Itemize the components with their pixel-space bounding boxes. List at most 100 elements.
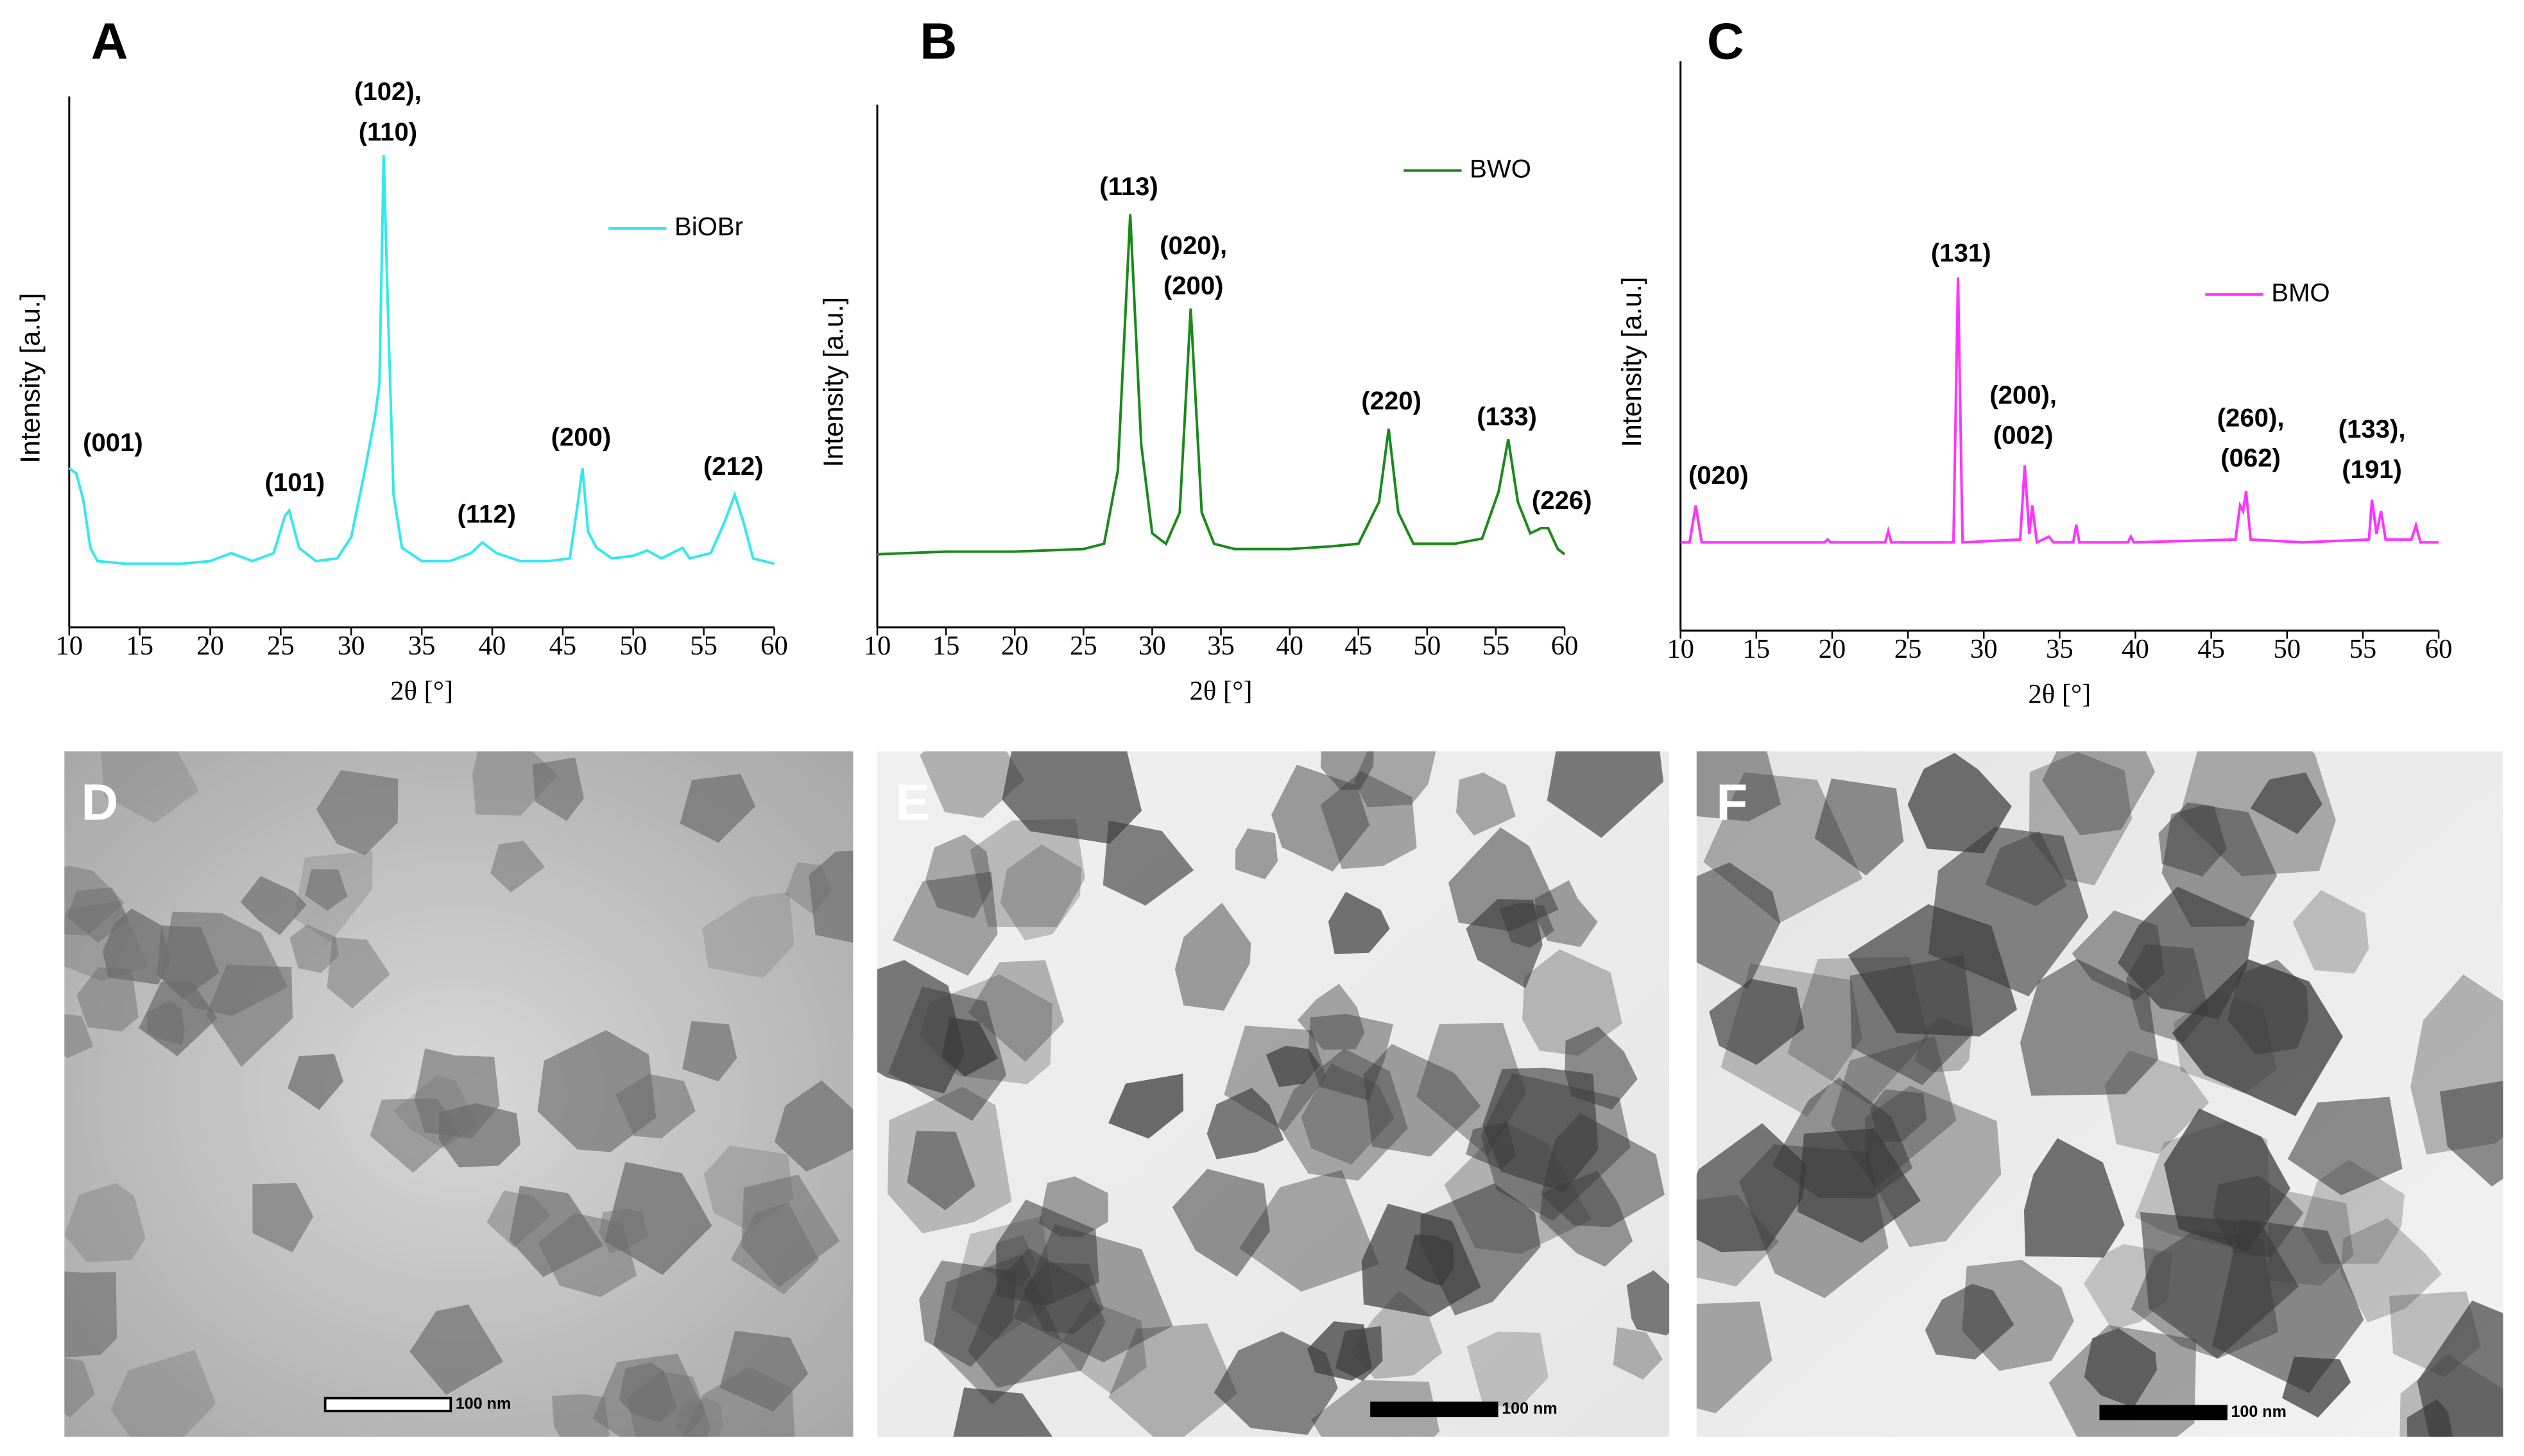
particle (1925, 1283, 2014, 1360)
particle (919, 1260, 1017, 1367)
particle (2134, 1121, 2271, 1247)
x-tick-label: 45 (2197, 634, 2225, 664)
particle (2439, 1081, 2503, 1187)
particle (1565, 1026, 1638, 1109)
particle (2407, 1399, 2453, 1437)
particle (1481, 1073, 1631, 1221)
x-tick-label: 20 (1001, 631, 1029, 661)
particle (2282, 1357, 2351, 1418)
particle (809, 850, 854, 943)
x-tick-label: 35 (408, 631, 436, 661)
particle (1108, 1323, 1237, 1437)
x-tick-label: 20 (1819, 634, 1846, 664)
particle (305, 869, 348, 911)
particle (702, 892, 794, 979)
peak-label: (113) (1099, 172, 1158, 201)
particle (370, 1098, 458, 1173)
x-tick-label: 25 (1070, 631, 1097, 661)
particle (680, 773, 756, 843)
particle (1869, 1089, 1927, 1143)
peak-label: (226) (1532, 486, 1592, 515)
particle (409, 1304, 504, 1395)
particle (1696, 751, 1781, 822)
particle (907, 1131, 975, 1211)
peak-label: (133) (1477, 402, 1537, 431)
particle (1335, 1326, 1383, 1382)
particle (64, 901, 149, 981)
particle (682, 1367, 795, 1437)
xrd-line (877, 214, 1566, 556)
scale-bar (323, 1396, 452, 1412)
particle (1328, 891, 1390, 955)
x-tick-label: 25 (1894, 634, 1922, 664)
y-axis-label: Intensity [a.u.] (15, 293, 46, 463)
particle (1266, 1045, 1321, 1088)
x-tick-label: 10 (1667, 634, 1694, 664)
particle (1709, 979, 1805, 1065)
particle (1103, 820, 1194, 906)
peak-label: (220) (1361, 386, 1421, 415)
particle (2083, 1244, 2172, 1330)
x-tick-label: 50 (1414, 631, 1441, 661)
particle (1534, 880, 1598, 947)
xrd-line (1680, 277, 2439, 545)
particle (1907, 753, 2012, 853)
particle (1239, 1170, 1379, 1292)
particle (1363, 1043, 1481, 1157)
particle (1235, 828, 1278, 880)
particle (1466, 1122, 1516, 1170)
particle (289, 924, 339, 973)
particle (1466, 899, 1543, 988)
peak-label: (001) (83, 428, 143, 457)
particles (1696, 751, 2503, 1437)
x-tick-label: 15 (1742, 634, 1770, 664)
particle (288, 1054, 344, 1110)
particle (2250, 772, 2322, 834)
particle (2084, 1328, 2158, 1408)
x-tick-label: 55 (1482, 631, 1510, 661)
particle (1297, 984, 1365, 1050)
particle (76, 967, 139, 1032)
particle (64, 1357, 95, 1418)
peak-label: (110) (359, 117, 417, 146)
particle (552, 1394, 610, 1437)
particle (393, 1075, 477, 1149)
peak-label: (191) (2342, 455, 2402, 484)
peak-label: (002) (1993, 421, 2054, 450)
legend-label: BiOBr (674, 212, 743, 241)
particle (1830, 1036, 1957, 1188)
particle (968, 960, 1064, 1062)
particle (1108, 1074, 1184, 1139)
particles (877, 751, 1670, 1437)
panel-label: C (1707, 12, 1744, 70)
particle (538, 1213, 637, 1298)
particle (953, 1387, 1052, 1437)
particle (1864, 1086, 2002, 1247)
x-tick-label: 35 (1207, 631, 1235, 661)
particle (950, 1216, 1054, 1340)
particle (1466, 1332, 1549, 1410)
particle (1797, 1128, 1921, 1244)
particle (888, 1086, 1012, 1234)
particle (1696, 1301, 1773, 1414)
particle (1420, 1183, 1541, 1315)
particle (1002, 751, 1142, 844)
particle (64, 1271, 117, 1358)
particle (981, 1235, 1037, 1289)
panel-label: A (91, 12, 128, 70)
peak-label: (101) (265, 468, 325, 497)
particle (1214, 1331, 1338, 1435)
peak-label: (133), (2339, 415, 2406, 443)
particle (1301, 1063, 1395, 1165)
xrd-line (68, 155, 775, 565)
particle (1928, 826, 2089, 997)
x-tick-label: 40 (2122, 634, 2149, 664)
peak-label: (020) (1688, 461, 1749, 490)
particle (1320, 771, 1417, 869)
particle (1174, 902, 1251, 1011)
particle (1703, 772, 1863, 923)
particle (2042, 751, 2156, 835)
x-tick-label: 30 (338, 631, 365, 661)
particle (1696, 862, 1781, 989)
particle (774, 1080, 854, 1172)
